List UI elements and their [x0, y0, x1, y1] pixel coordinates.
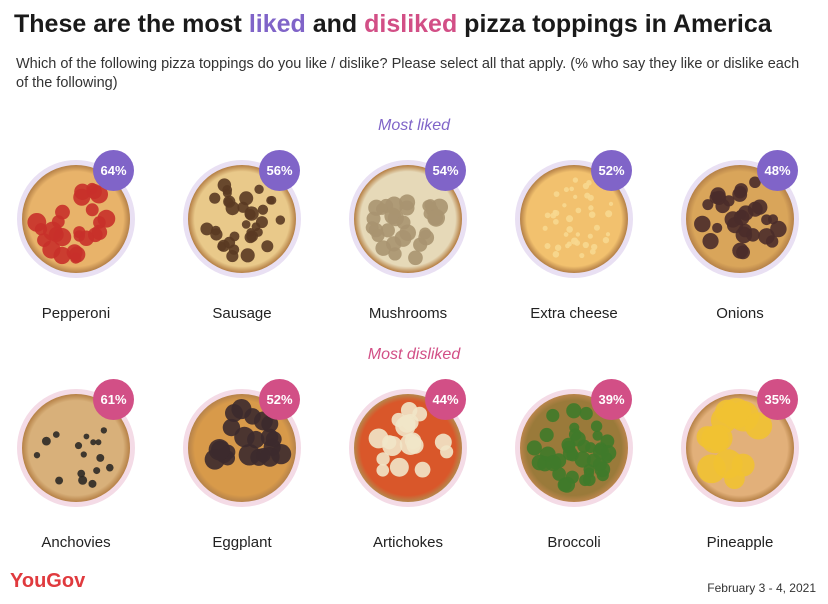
chart-title: These are the most liked and disliked pi…: [14, 10, 772, 38]
most-liked-heading: Most liked: [377, 117, 451, 134]
sausage-label: Sausage: [212, 305, 272, 322]
most-disliked-heading: Most disliked: [367, 346, 461, 363]
chart-subtitle: Which of the following pizza toppings do…: [16, 56, 800, 91]
extra-cheese-value-badge: 52%: [591, 150, 632, 191]
eggplant-value-badge: 52%: [259, 379, 300, 420]
onions-value-badge: 48%: [757, 150, 798, 191]
pepperoni-value-badge: 64%: [93, 150, 134, 191]
anchovies-label: Anchovies: [41, 534, 111, 551]
broccoli-label: Broccoli: [547, 534, 601, 551]
artichokes-label: Artichokes: [372, 534, 444, 551]
onions-pizza-image: [681, 160, 799, 278]
anchovies-value-badge: 61%: [93, 379, 134, 420]
artichokes-pizza-image: [349, 389, 467, 507]
survey-date: February 3 - 4, 2021: [707, 581, 816, 595]
pepperoni-label: Pepperoni: [41, 305, 111, 322]
pineapple-value-badge: 35%: [757, 379, 798, 420]
pineapple-label: Pineapple: [706, 534, 774, 551]
sausage-value-badge: 56%: [259, 150, 300, 191]
mushrooms-value-badge: 54%: [425, 150, 466, 191]
eggplant-pizza-image: [183, 389, 301, 507]
artichokes-value-badge: 44%: [425, 379, 466, 420]
mushrooms-label: Mushrooms: [368, 305, 448, 322]
broccoli-pizza-image: [515, 389, 633, 507]
broccoli-value-badge: 39%: [591, 379, 632, 420]
onions-label: Onions: [716, 305, 764, 322]
yougov-logo: YouGov: [10, 570, 86, 592]
extra-cheese-label: Extra cheese: [530, 305, 618, 322]
eggplant-label: Eggplant: [212, 534, 272, 551]
